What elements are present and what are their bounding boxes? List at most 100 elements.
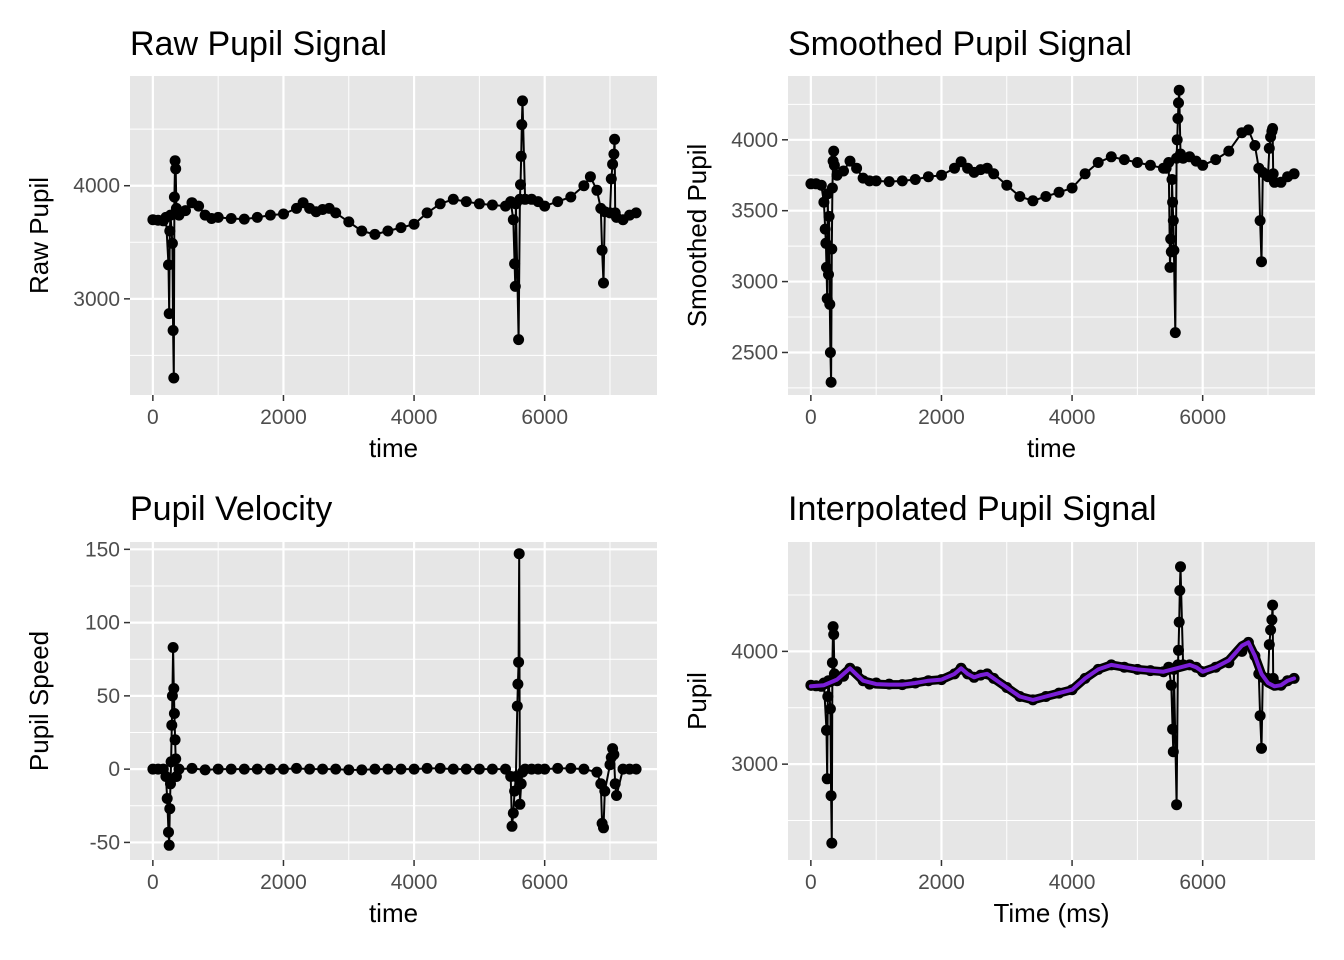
data-point xyxy=(1254,710,1266,722)
data-point xyxy=(513,656,525,668)
data-point xyxy=(1249,140,1261,151)
data-point xyxy=(1053,186,1065,198)
chart-title: Smoothed Pupil Signal xyxy=(788,25,1132,63)
data-point xyxy=(264,209,276,221)
data-point xyxy=(826,243,838,255)
x-tick-label: 6000 xyxy=(1179,406,1226,429)
data-point xyxy=(1173,616,1185,628)
y-axis-title: Pupil xyxy=(682,672,712,730)
x-tick-label: 4000 xyxy=(1049,871,1096,894)
data-point xyxy=(1105,151,1117,163)
data-point xyxy=(1092,157,1104,168)
y-tick-label: 3000 xyxy=(73,288,120,311)
data-point xyxy=(382,225,394,237)
data-point xyxy=(1079,168,1091,180)
data-point xyxy=(1263,639,1275,651)
x-tick-label: 0 xyxy=(147,406,159,429)
data-point xyxy=(1001,179,1013,191)
data-point xyxy=(608,148,620,160)
x-tick-label: 0 xyxy=(805,406,817,429)
y-tick-label: 3000 xyxy=(731,271,778,294)
data-point xyxy=(166,237,178,249)
data-point xyxy=(1014,191,1026,202)
data-point xyxy=(515,179,526,191)
data-point xyxy=(1242,124,1254,136)
data-point xyxy=(1167,215,1179,227)
data-point xyxy=(168,372,180,384)
data-point xyxy=(343,216,355,228)
x-tick-label: 6000 xyxy=(521,406,568,429)
data-point xyxy=(165,778,176,790)
data-point xyxy=(225,213,237,224)
data-point xyxy=(825,790,837,802)
x-axis-title: time xyxy=(369,433,418,463)
data-point xyxy=(408,218,420,230)
data-point xyxy=(369,763,381,775)
data-point xyxy=(278,763,289,775)
data-point xyxy=(251,211,263,223)
data-point xyxy=(225,763,237,775)
data-point xyxy=(1173,97,1184,109)
series-0 xyxy=(147,548,642,851)
plot-panel xyxy=(130,542,657,860)
data-point xyxy=(168,191,180,203)
y-tick-label: 2500 xyxy=(731,341,778,364)
data-point xyxy=(163,826,174,838)
data-point xyxy=(1267,168,1279,180)
data-point xyxy=(1210,154,1222,166)
data-point xyxy=(821,773,833,785)
data-point xyxy=(447,763,459,775)
series-interpolated xyxy=(806,637,1299,705)
data-point xyxy=(1175,561,1186,573)
data-point xyxy=(170,753,182,765)
plot-panel xyxy=(788,542,1315,860)
data-point xyxy=(1256,742,1267,754)
y-tick-label: 4000 xyxy=(73,175,120,198)
data-point xyxy=(599,785,611,797)
data-point xyxy=(1167,746,1179,758)
data-point xyxy=(460,763,472,775)
data-point xyxy=(1172,113,1184,124)
y-tick-label: -50 xyxy=(90,831,120,854)
data-point xyxy=(343,764,355,776)
data-point xyxy=(1144,159,1156,171)
data-point xyxy=(163,308,175,320)
data-point xyxy=(1174,585,1186,596)
chart-title: Raw Pupil Signal xyxy=(130,25,387,63)
interpolated-line xyxy=(808,640,1297,702)
data-point xyxy=(922,171,934,183)
data-point xyxy=(598,277,609,289)
y-tick-label: 3500 xyxy=(731,200,778,223)
data-point xyxy=(186,762,198,774)
data-point xyxy=(1173,644,1184,656)
data-point xyxy=(823,210,835,222)
data-point xyxy=(304,763,316,775)
data-point xyxy=(164,803,176,815)
data-point xyxy=(539,200,551,212)
y-axis-title: Raw Pupil xyxy=(24,177,54,294)
data-point xyxy=(591,766,603,778)
chart-raw: 0 2000 4000 6000 3000 4000 Raw Pupil Signal tim… xyxy=(24,25,657,463)
data-point xyxy=(473,763,485,775)
data-point xyxy=(1223,145,1235,157)
data-point xyxy=(1131,157,1143,168)
data-point xyxy=(1165,233,1177,245)
data-point xyxy=(828,145,840,157)
data-point xyxy=(264,763,276,775)
data-point xyxy=(516,119,528,131)
data-point xyxy=(815,179,827,191)
data-point xyxy=(511,700,523,712)
data-point xyxy=(1168,244,1180,256)
data-point xyxy=(168,708,180,719)
data-point xyxy=(212,763,224,775)
data-point xyxy=(823,269,834,280)
data-point xyxy=(819,223,831,235)
chart-title: Pupil Velocity xyxy=(130,490,332,528)
data-point xyxy=(515,778,527,790)
data-point xyxy=(212,211,224,223)
data-point xyxy=(1164,261,1176,273)
data-point xyxy=(317,763,329,775)
data-point xyxy=(166,719,178,731)
x-tick-label: 6000 xyxy=(521,871,568,894)
